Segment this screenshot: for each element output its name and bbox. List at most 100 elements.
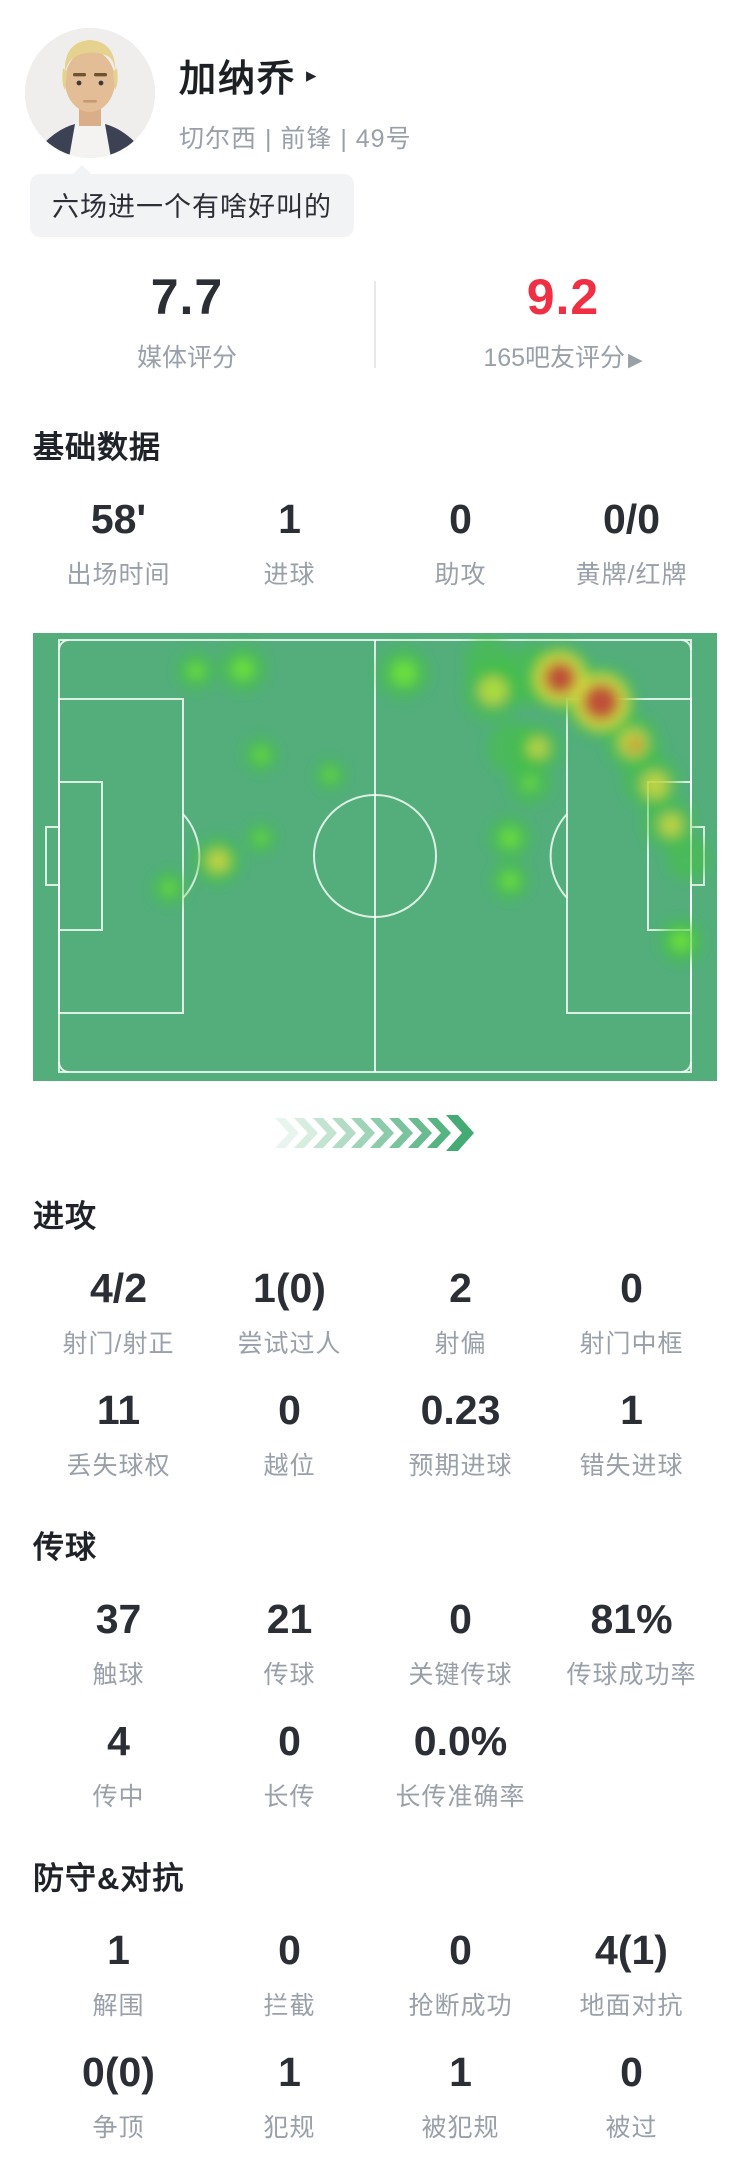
stat-value: 0.23: [420, 1386, 501, 1433]
stat-cell: 0 关键传球: [375, 1598, 546, 1691]
stat-label: 争顶: [92, 2113, 145, 2142]
stat-cell: 4 传中: [33, 1717, 204, 1813]
stat-value: 0: [620, 1264, 643, 1311]
stat-value: 4/2: [90, 1264, 147, 1311]
stat-cell: 0.0% 长传准确率: [375, 1717, 546, 1813]
stat-cell: 2 射偏: [375, 1264, 546, 1360]
ratings-panel: 7.7 媒体评分 9.2 165吧友评分 ▶: [0, 267, 750, 382]
stat-label: 地面对抗: [579, 1991, 684, 2020]
stat-label: 射门中框: [579, 1329, 684, 1358]
stat-value: 0: [449, 495, 472, 542]
stat-label: 长传: [263, 1782, 316, 1811]
stat-value: 0/0: [603, 495, 660, 542]
basic-stats-row: 58' 出场时间 1 进球 0 助攻 0/0 黄牌/红牌: [33, 495, 717, 591]
stat-label: 长传准确率: [395, 1782, 526, 1811]
chevrons-svg: [275, 1114, 474, 1151]
player-name: 加纳乔: [179, 58, 296, 99]
defense-stats-row-1: 1 解围 0 拦截 0 抢断成功 4(1) 地面对抗: [33, 1926, 717, 2022]
passing-stats-row-1: 37 触球 21 传球 0 关键传球 81% 传球成功率: [33, 1595, 717, 1691]
stat-value: 0: [620, 2048, 643, 2095]
stat-cell: 0 助攻: [375, 495, 546, 591]
team-position-number: 切尔西 | 前锋 | 49号: [179, 125, 412, 153]
stat-value: 81%: [590, 1595, 673, 1642]
stat-value: 0: [278, 1717, 301, 1764]
stat-value: 4: [107, 1717, 130, 1764]
stat-cell: 37 触球: [33, 1595, 204, 1691]
stat-label: 预期进球: [408, 1451, 513, 1480]
fans-rating-value: 9.2: [526, 269, 600, 325]
attack-stats-row-2: 11 丢失球权 0 越位 0.23 预期进球 1 错失进球: [33, 1386, 717, 1482]
stat-cell-empty: [546, 1721, 717, 1813]
attack-stats-row-1: 4/2 射门/射正 1(0) 尝试过人 2 射偏 0 射门中框: [33, 1264, 717, 1360]
fans-rating-label: 165吧友评分 ▶: [483, 343, 643, 372]
stat-value: 0.0%: [413, 1717, 508, 1764]
stat-cell: 0 拦截: [204, 1929, 375, 2022]
stat-value: 1(0): [253, 1264, 326, 1311]
stat-label: 被犯规: [421, 2113, 500, 2142]
stat-label: 犯规: [263, 2113, 316, 2142]
stat-cell: 1 犯规: [204, 2048, 375, 2144]
media-rating-value: 7.7: [150, 269, 224, 325]
stat-value: 1: [107, 1926, 130, 1973]
stat-cell: 4(1) 地面对抗: [546, 1929, 717, 2022]
pitch-svg: [33, 632, 717, 1081]
stat-label: 拦截: [263, 1991, 316, 2020]
stat-label: 丢失球权: [66, 1451, 171, 1480]
stat-label: 出场时间: [66, 560, 171, 589]
player-avatar[interactable]: [25, 28, 155, 158]
stat-cell: 21 传球: [204, 1598, 375, 1691]
stat-label: 射门/射正: [62, 1329, 175, 1358]
stat-value: 2: [449, 1264, 472, 1311]
section-title-defense: 防守&对抗: [33, 1860, 185, 1896]
player-name-link[interactable]: 加纳乔 ▸: [179, 48, 412, 102]
stat-value: 1: [620, 1386, 643, 1433]
stat-label: 射偏: [434, 1329, 487, 1358]
stat-label: 尝试过人: [237, 1329, 342, 1358]
stat-cell: 81% 传球成功率: [546, 1595, 717, 1691]
stat-label: 进球: [263, 560, 316, 589]
stat-label: 越位: [263, 1451, 316, 1480]
stat-value: 1: [278, 2048, 301, 2095]
stat-label: 被过: [605, 2113, 658, 2142]
section-title-passing: 传球: [33, 1529, 97, 1565]
passing-stats-row-2: 4 传中 0 长传 0.0% 长传准确率: [33, 1717, 717, 1813]
stat-cell: 0(0) 争顶: [33, 2048, 204, 2144]
media-rating-label: 媒体评分: [136, 343, 237, 372]
stat-cell: 0/0 黄牌/红牌: [546, 495, 717, 591]
stat-cell: 0 抢断成功: [375, 1929, 546, 2022]
stat-value: 58': [90, 495, 147, 542]
stat-cell: 58' 出场时间: [33, 495, 204, 591]
stat-cell: 0 越位: [204, 1386, 375, 1482]
player-portrait: [25, 28, 155, 158]
heatmap-pitch: [33, 632, 717, 1081]
stat-value: 37: [95, 1595, 142, 1642]
stat-label: 关键传球: [408, 1660, 513, 1689]
stat-cell: 1 解围: [33, 1926, 204, 2022]
stat-cell: 1 错失进球: [546, 1386, 717, 1482]
stat-label: 助攻: [434, 560, 487, 589]
stat-cell: 0 射门中框: [546, 1264, 717, 1360]
stat-value: 0: [278, 1386, 301, 1433]
stat-label: 黄牌/红牌: [575, 560, 688, 589]
stat-label: 错失进球: [579, 1451, 684, 1480]
stat-label: 触球: [92, 1660, 145, 1689]
ratings-divider: [374, 281, 376, 368]
stat-value: 11: [96, 1386, 141, 1433]
stat-cell: 1 进球: [204, 498, 375, 591]
media-rating: 7.7 媒体评分: [0, 267, 374, 382]
stat-cell: 0.23 预期进球: [375, 1386, 546, 1482]
stat-value: 0(0): [82, 2048, 155, 2095]
bubble-row: 六场进一个有啥好叫的: [0, 158, 750, 237]
stat-label: 解围: [92, 1991, 145, 2020]
stat-value: 1: [449, 2048, 472, 2095]
fans-rating[interactable]: 9.2 165吧友评分 ▶: [376, 267, 750, 382]
section-title-basic: 基础数据: [33, 429, 161, 465]
fans-rating-arrow-icon: ▶: [628, 349, 643, 371]
stat-label: 传球成功率: [566, 1660, 697, 1689]
stat-label: 抢断成功: [408, 1991, 513, 2020]
comment-bubble: 六场进一个有啥好叫的: [30, 165, 354, 237]
stat-cell: 0 被过: [546, 2048, 717, 2144]
stat-label: 传球: [263, 1660, 316, 1689]
defense-stats-row-2: 0(0) 争顶 1 犯规 1 被犯规 0 被过: [33, 2048, 717, 2144]
profile-header: 加纳乔 ▸ 切尔西 | 前锋 | 49号: [0, 0, 750, 158]
